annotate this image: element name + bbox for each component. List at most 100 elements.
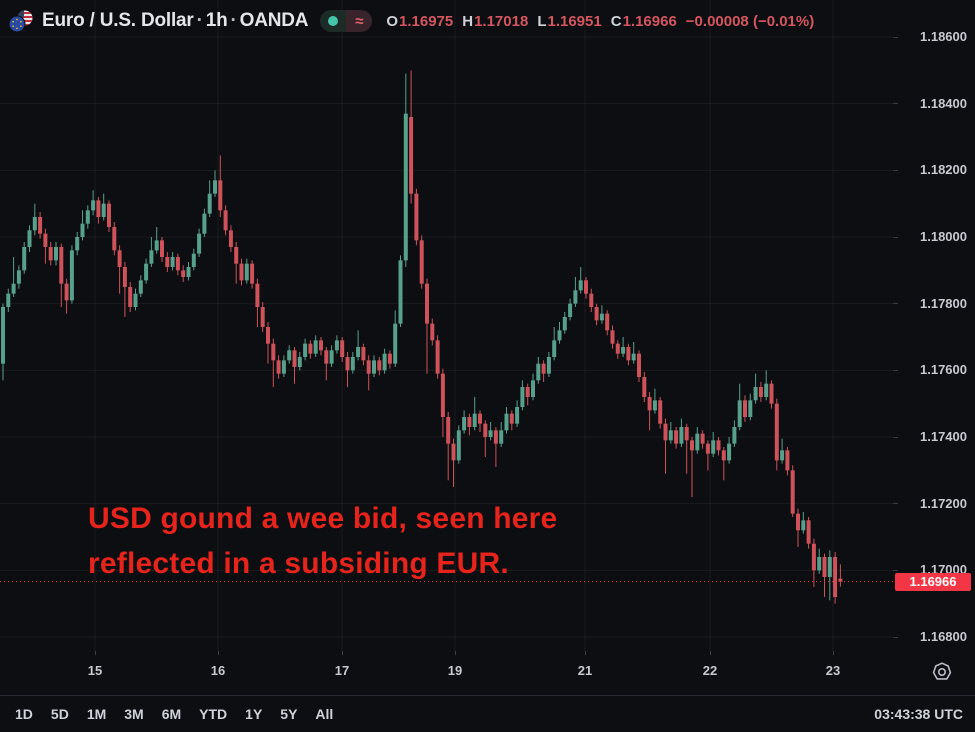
date-range-switcher: 1D 5D 1M 3M 6M YTD 1Y 5Y All xyxy=(10,703,338,725)
candle-body xyxy=(509,413,514,424)
price-tick-mark xyxy=(893,236,898,238)
candle-body xyxy=(154,240,159,251)
candle-body xyxy=(536,363,541,381)
candle-body xyxy=(403,113,408,261)
candle-body xyxy=(684,427,689,441)
low-label: L xyxy=(537,12,547,30)
candle-body xyxy=(780,450,785,461)
candle-body xyxy=(122,267,127,287)
range-6m-button[interactable]: 6M xyxy=(161,706,182,722)
candle-body xyxy=(22,247,27,271)
candle-body xyxy=(456,430,461,461)
price-axis-label: 1.17200 xyxy=(920,495,967,511)
candle-body xyxy=(255,283,260,307)
price-axis-label: 1.17600 xyxy=(920,362,967,378)
time-tick-mark xyxy=(455,651,456,655)
candle-body xyxy=(769,383,774,404)
range-5y-button[interactable]: 5Y xyxy=(280,706,298,722)
range-1m-button[interactable]: 1M xyxy=(86,706,107,722)
candle-body xyxy=(313,340,318,354)
candle-body xyxy=(493,430,498,444)
candle-body xyxy=(811,543,816,571)
candle-body xyxy=(80,223,85,237)
candle-body xyxy=(833,557,838,597)
candle-body xyxy=(197,233,202,254)
candle-body xyxy=(753,387,758,401)
symbol-title[interactable]: Euro / U.S. Dollar · 1h · OANDA xyxy=(42,10,309,32)
candle-body xyxy=(54,247,58,261)
candle-body xyxy=(260,307,265,327)
price-tick-mark xyxy=(893,36,898,38)
candle-body xyxy=(16,270,21,284)
range-1d-button[interactable]: 1D xyxy=(15,706,33,722)
time-axis-label: 17 xyxy=(334,663,350,678)
chart-header: Euro / U.S. Dollar · 1h · OANDA ≈ O 1.16975 H… xyxy=(0,0,975,42)
candle-body xyxy=(430,323,435,341)
timezone-clock[interactable]: 03:43:38 UTC xyxy=(874,706,963,722)
candlestick-chart-canvas[interactable] xyxy=(0,0,893,651)
range-1y-button[interactable]: 1Y xyxy=(245,706,263,722)
range-3m-button[interactable]: 3M xyxy=(124,706,144,722)
candle-body xyxy=(652,400,657,411)
candle-body xyxy=(817,557,822,571)
candle-body xyxy=(96,200,101,217)
time-tick-mark xyxy=(833,651,834,655)
candle-body xyxy=(647,397,652,411)
candle-body xyxy=(790,470,795,514)
candle-body xyxy=(743,400,747,417)
text-drawing-annotation[interactable]: USD gound a wee bid, seen here reflected… xyxy=(88,496,557,586)
chart-settings-button[interactable] xyxy=(929,659,955,685)
candle-body xyxy=(462,417,467,431)
price-tick-mark xyxy=(893,169,898,171)
candle-body xyxy=(663,423,668,441)
time-tick-mark xyxy=(710,651,711,655)
candle-body xyxy=(382,353,387,371)
candle-body xyxy=(806,520,811,544)
candle-body xyxy=(732,427,737,444)
candle-body xyxy=(758,387,763,397)
candle-body xyxy=(186,267,191,277)
candle-body xyxy=(578,280,583,291)
time-axis-label: 22 xyxy=(702,663,718,678)
candle-body xyxy=(504,413,509,431)
candle-body xyxy=(711,440,716,454)
candle-body xyxy=(610,330,615,344)
candle-body xyxy=(621,347,626,354)
candle-body xyxy=(266,327,270,344)
price-axis-label: 1.16800 xyxy=(920,629,967,644)
candle-body xyxy=(250,263,255,284)
candle-body xyxy=(239,263,244,281)
candle-body xyxy=(705,443,710,454)
candle-body xyxy=(440,373,445,417)
candle-body xyxy=(531,380,535,397)
candle-body xyxy=(478,413,482,424)
candle-body xyxy=(319,340,323,351)
candle-body xyxy=(520,387,525,407)
candle-body xyxy=(234,247,239,264)
candle-body xyxy=(748,400,753,417)
candle-body xyxy=(525,387,530,397)
candle-body xyxy=(6,293,11,307)
price-axis-label: 1.18200 xyxy=(920,162,967,178)
candle-body xyxy=(160,240,164,257)
candle-body xyxy=(329,350,334,364)
gear-icon xyxy=(932,662,952,680)
price-axis[interactable]: 1.16966 1.18600 1.18400 1.18200 1.18000 1.17… xyxy=(893,0,975,651)
title-separator: · xyxy=(196,10,203,31)
time-axis-label: 19 xyxy=(447,663,463,678)
candle-body xyxy=(91,200,96,211)
grid-layer xyxy=(0,0,893,651)
candle-body xyxy=(827,557,832,577)
range-all-button[interactable]: All xyxy=(315,706,334,722)
time-axis[interactable]: 15 16 17 19 21 22 23 xyxy=(0,651,893,695)
range-5d-button[interactable]: 5D xyxy=(50,706,69,722)
candle-body xyxy=(801,520,806,531)
range-ytd-button[interactable]: YTD xyxy=(199,706,228,722)
candle-body xyxy=(117,250,122,267)
candle-body xyxy=(594,307,599,321)
candle-body xyxy=(568,303,573,317)
candle-body xyxy=(27,230,32,247)
market-status-pill[interactable]: ≈ xyxy=(320,10,373,32)
low-value: 1.16951 xyxy=(547,12,602,30)
candle-body xyxy=(303,343,308,357)
